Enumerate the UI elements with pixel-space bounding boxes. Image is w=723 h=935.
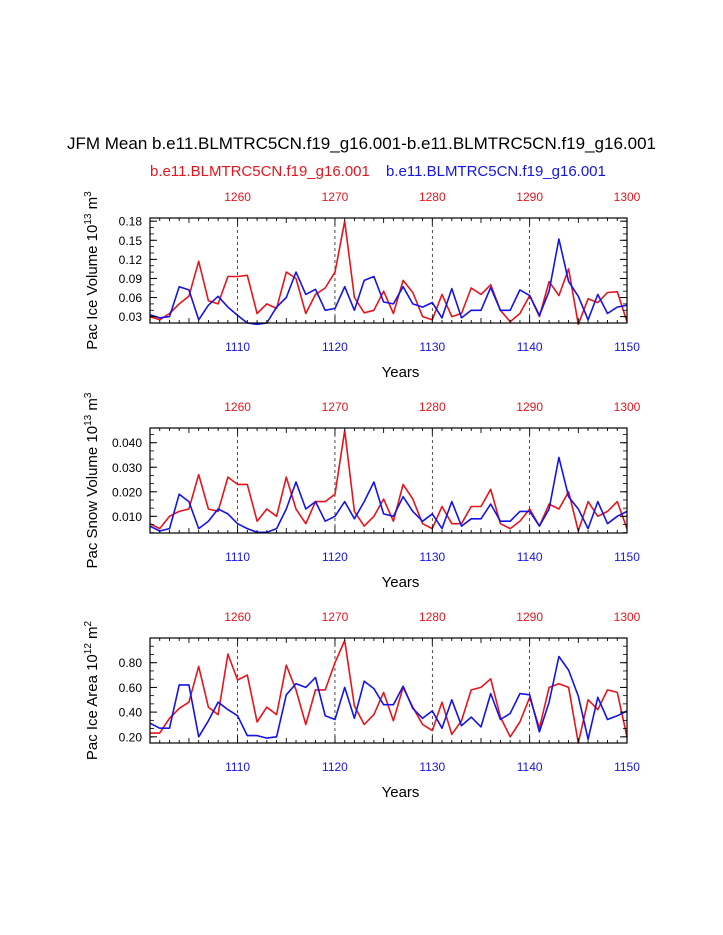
x-tick-label-bottom: 1120 bbox=[322, 340, 348, 354]
series-line-bottom bbox=[149, 655, 628, 741]
chart-panel-3: 0.20 0.40 0.60 0.80 1110 1120 1130 1140 1150 1260… bbox=[83, 610, 641, 801]
x-tick-label-bottom: 1150 bbox=[614, 340, 640, 354]
y-axis-title-part: m bbox=[84, 197, 101, 214]
x-axis-title: Years bbox=[382, 574, 420, 591]
chart-panel-1: 0.03 0.06 0.09 0.12 0.15 0.18 1110 1120 1130 1140… bbox=[83, 190, 641, 381]
y-tick-label: 0.80 bbox=[119, 656, 143, 670]
y-tick-label: 0.15 bbox=[119, 234, 143, 248]
y-tick-label: 0.20 bbox=[119, 730, 143, 744]
y-axis-title-part: Pac Ice Volume 10 bbox=[84, 225, 101, 350]
series-line-top bbox=[150, 639, 628, 744]
x-tick-label-top: 1280 bbox=[419, 190, 446, 204]
y-axis-title-part: m bbox=[84, 626, 101, 643]
x-tick-label-bottom: 1150 bbox=[614, 550, 640, 564]
y-tick-label: 0.030 bbox=[112, 461, 142, 475]
x-tick-label-bottom: 1110 bbox=[225, 760, 250, 774]
series-line-bottom bbox=[149, 456, 628, 534]
y-tick-label: 0.40 bbox=[119, 706, 143, 720]
x-tick-label-bottom: 1120 bbox=[322, 550, 348, 564]
x-tick-label-top: 1290 bbox=[516, 400, 543, 414]
x-tick-label-top: 1300 bbox=[614, 400, 641, 414]
plot-frame bbox=[149, 637, 628, 744]
x-tick-label-bottom: 1130 bbox=[419, 760, 445, 774]
x-tick-label-top: 1300 bbox=[614, 190, 641, 204]
chart-panel-2: 0.010 0.020 0.030 0.040 1110 1120 1130 1140 1150… bbox=[83, 392, 641, 591]
y-tick-label: 0.18 bbox=[119, 215, 143, 229]
y-axis-title-superscript: 2 bbox=[83, 620, 94, 626]
x-tick-label-bottom: 1110 bbox=[225, 340, 250, 354]
x-axis-title: Years bbox=[382, 784, 420, 801]
y-axis-title-part: m bbox=[84, 398, 101, 415]
y-axis-title-superscript: 13 bbox=[83, 213, 94, 225]
plot-frame bbox=[149, 217, 628, 324]
plot-frame bbox=[149, 427, 628, 534]
y-axis-title-part: Pac Snow Volume 10 bbox=[84, 426, 101, 569]
x-tick-label-bottom: 1130 bbox=[419, 340, 445, 354]
x-tick-label-top: 1290 bbox=[516, 610, 543, 624]
x-tick-label-top: 1270 bbox=[322, 190, 349, 204]
series-line-top bbox=[149, 429, 628, 532]
x-tick-label-bottom: 1130 bbox=[419, 550, 445, 564]
y-tick-label: 0.040 bbox=[112, 436, 142, 450]
y-tick-label: 0.020 bbox=[112, 485, 142, 499]
series-line-bottom bbox=[149, 238, 628, 326]
x-tick-label-top: 1260 bbox=[224, 190, 251, 204]
x-tick-label-top: 1260 bbox=[224, 610, 251, 624]
x-tick-label-top: 1270 bbox=[322, 400, 349, 414]
subtitle-right: b.e11.BLMTRC5CN.f19_g16.001 bbox=[386, 163, 606, 180]
x-tick-label-top: 1300 bbox=[614, 610, 641, 624]
y-axis-title: Pac Ice Area 1012 m2 bbox=[83, 620, 101, 760]
x-tick-label-top: 1290 bbox=[516, 190, 543, 204]
y-tick-label: 0.09 bbox=[119, 272, 143, 286]
x-tick-label-top: 1280 bbox=[419, 400, 446, 414]
y-tick-label: 0.06 bbox=[119, 291, 143, 305]
y-axis-title: Pac Snow Volume 1013 m3 bbox=[83, 392, 101, 568]
figure-title: JFM Mean b.e11.BLMTRC5CN.f19_g16.001-b.e… bbox=[66, 134, 656, 153]
y-axis-title-superscript: 13 bbox=[83, 414, 94, 426]
x-tick-label-bottom: 1140 bbox=[517, 340, 543, 354]
x-tick-label-bottom: 1110 bbox=[225, 550, 250, 564]
y-axis-title-superscript: 3 bbox=[83, 191, 94, 197]
x-tick-label-top: 1280 bbox=[419, 610, 446, 624]
x-tick-label-bottom: 1150 bbox=[614, 760, 640, 774]
y-axis-title: Pac Ice Volume 1013 m3 bbox=[83, 191, 101, 350]
x-axis-title: Years bbox=[382, 364, 420, 381]
y-axis-title-superscript: 3 bbox=[83, 392, 94, 398]
y-tick-label: 0.03 bbox=[119, 310, 143, 324]
x-tick-label-top: 1270 bbox=[322, 610, 349, 624]
y-axis-title-superscript: 12 bbox=[83, 643, 94, 655]
x-tick-label-top: 1260 bbox=[224, 400, 251, 414]
y-tick-label: 0.12 bbox=[119, 253, 143, 267]
x-tick-label-bottom: 1120 bbox=[322, 760, 348, 774]
y-axis-title-part: Pac Ice Area 10 bbox=[84, 654, 101, 760]
x-tick-label-bottom: 1140 bbox=[517, 550, 543, 564]
y-tick-label: 0.60 bbox=[119, 681, 143, 695]
subtitle-left: b.e11.BLMTRC5CN.f19_g16.001 bbox=[150, 163, 370, 180]
y-tick-label: 0.010 bbox=[112, 510, 142, 524]
series-line-top bbox=[149, 220, 628, 326]
x-tick-label-bottom: 1140 bbox=[517, 760, 543, 774]
